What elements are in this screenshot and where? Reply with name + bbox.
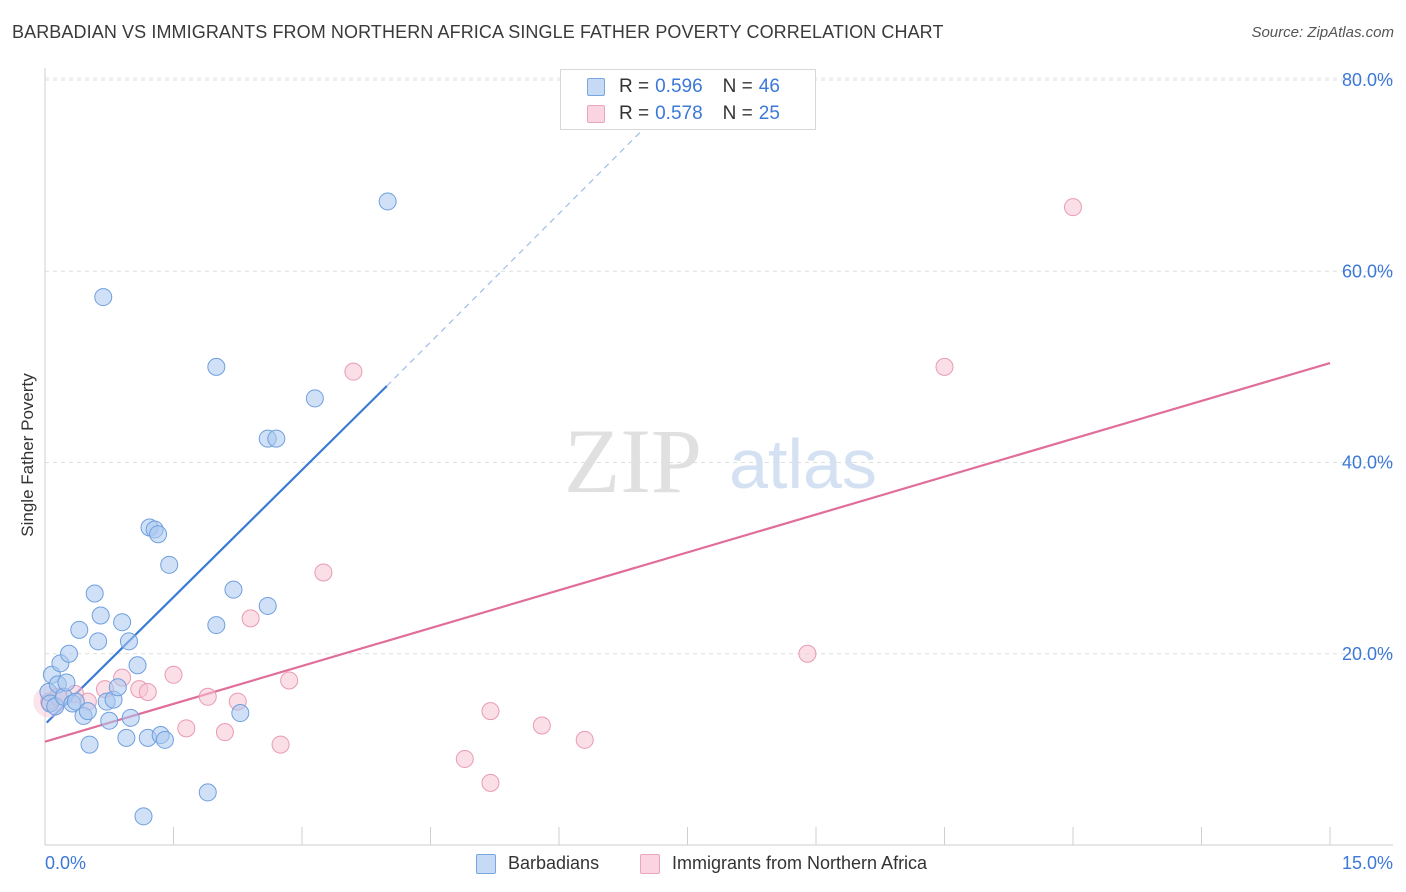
legend-item-barbadians[interactable]: Barbadians (476, 853, 599, 874)
point-immigrants (280, 671, 299, 690)
point-barbadians (198, 783, 217, 802)
point-barbadians (119, 632, 138, 651)
axes (44, 68, 1393, 846)
legend-item-immigrants[interactable]: Immigrants from Northern Africa (640, 853, 927, 874)
point-barbadians (91, 606, 110, 625)
y-tick-label: 20.0% (1342, 644, 1393, 664)
y-axis-title: Single Father Poverty (18, 373, 37, 537)
legend-swatch-blue (587, 78, 605, 96)
chart-title: BARBADIAN VS IMMIGRANTS FROM NORTHERN AF… (12, 22, 944, 42)
y-tick-label: 60.0% (1342, 261, 1393, 281)
trend-line-barbadians (45, 385, 388, 724)
legend-n-value: 25 (758, 103, 780, 124)
point-barbadians (113, 613, 132, 632)
point-immigrants (215, 723, 234, 742)
trend-line-barbadians-extension (386, 127, 646, 387)
point-immigrants (935, 357, 954, 376)
point-barbadians (70, 620, 89, 639)
point-immigrants (138, 683, 157, 701)
legend-swatch-blue (476, 853, 496, 874)
x-tick-label: 0.0% (45, 853, 86, 873)
point-barbadians (160, 555, 179, 574)
point-barbadians (80, 735, 99, 754)
tick-labels: 20.0% 40.0% 60.0% 80.0% 0.0% 15.0% (45, 70, 1393, 873)
point-barbadians (94, 288, 113, 307)
point-barbadians (78, 702, 97, 721)
point-barbadians (89, 632, 108, 651)
point-immigrants (177, 719, 196, 738)
point-barbadians (117, 728, 136, 747)
legend-swatch-pink (587, 105, 605, 123)
point-immigrants (481, 702, 500, 721)
legend-n-label: N = (722, 103, 753, 124)
point-barbadians (207, 616, 226, 635)
point-immigrants (455, 749, 474, 768)
point-barbadians (121, 708, 140, 727)
point-barbadians (224, 580, 243, 599)
point-barbadians (149, 525, 168, 544)
grid-lines (45, 77, 1393, 655)
point-barbadians (108, 678, 127, 697)
point-immigrants (241, 609, 260, 628)
watermark: ZIP atlas (564, 410, 877, 512)
point-barbadians (378, 192, 397, 211)
point-barbadians (85, 584, 104, 603)
y-tick-label: 80.0% (1342, 70, 1393, 90)
point-barbadians (57, 673, 76, 692)
point-immigrants (164, 665, 183, 684)
point-immigrants (481, 773, 500, 792)
series-legend: Barbadians Immigrants from Northern Afri… (0, 850, 1406, 878)
point-barbadians (207, 357, 226, 376)
point-barbadians (258, 596, 277, 615)
trend-lines (44, 127, 1331, 743)
point-barbadians (267, 429, 286, 448)
source-label: Source: ZipAtlas.com (1251, 24, 1394, 41)
point-barbadians (305, 389, 324, 408)
point-barbadians (231, 704, 250, 723)
x-tick-label: 15.0% (1342, 853, 1393, 873)
point-barbadians (66, 692, 85, 711)
legend-r-value: 0.578 (655, 103, 703, 124)
point-barbadians (134, 807, 153, 826)
point-barbadians (59, 644, 78, 663)
legend-n-label: N = (722, 76, 753, 97)
trend-line-immigrants (44, 361, 1331, 743)
legend-r-label: R = (619, 103, 650, 124)
point-immigrants (344, 362, 363, 381)
point-immigrants (798, 644, 817, 663)
point-immigrants (314, 563, 333, 582)
legend-swatch-pink (640, 853, 660, 874)
point-immigrants (198, 687, 217, 706)
point-barbadians (128, 656, 147, 675)
legend-r-label: R = (619, 76, 650, 97)
legend-r-value: 0.596 (655, 76, 703, 97)
legend-row-immigrants: R = 0.578 N = 25 (587, 102, 780, 126)
point-immigrants (575, 730, 594, 749)
correlation-legend: R = 0.596 N = 46 R = 0.578 N = 25 (560, 69, 816, 130)
point-immigrants (271, 735, 290, 754)
y-tick-label: 40.0% (1342, 453, 1393, 473)
watermark-zip: ZIP (564, 410, 702, 512)
point-barbadians (155, 730, 174, 749)
point-immigrants (532, 716, 551, 735)
point-immigrants (1064, 198, 1082, 217)
data-points (33, 192, 1082, 826)
legend-row-barbadians: R = 0.596 N = 46 (587, 75, 780, 99)
legend-label-immigrants: Immigrants from Northern Africa (672, 853, 928, 873)
legend-label-barbadians: Barbadians (508, 853, 600, 873)
point-barbadians (100, 711, 119, 730)
watermark-atlas: atlas (729, 425, 877, 503)
legend-n-value: 46 (758, 76, 780, 97)
